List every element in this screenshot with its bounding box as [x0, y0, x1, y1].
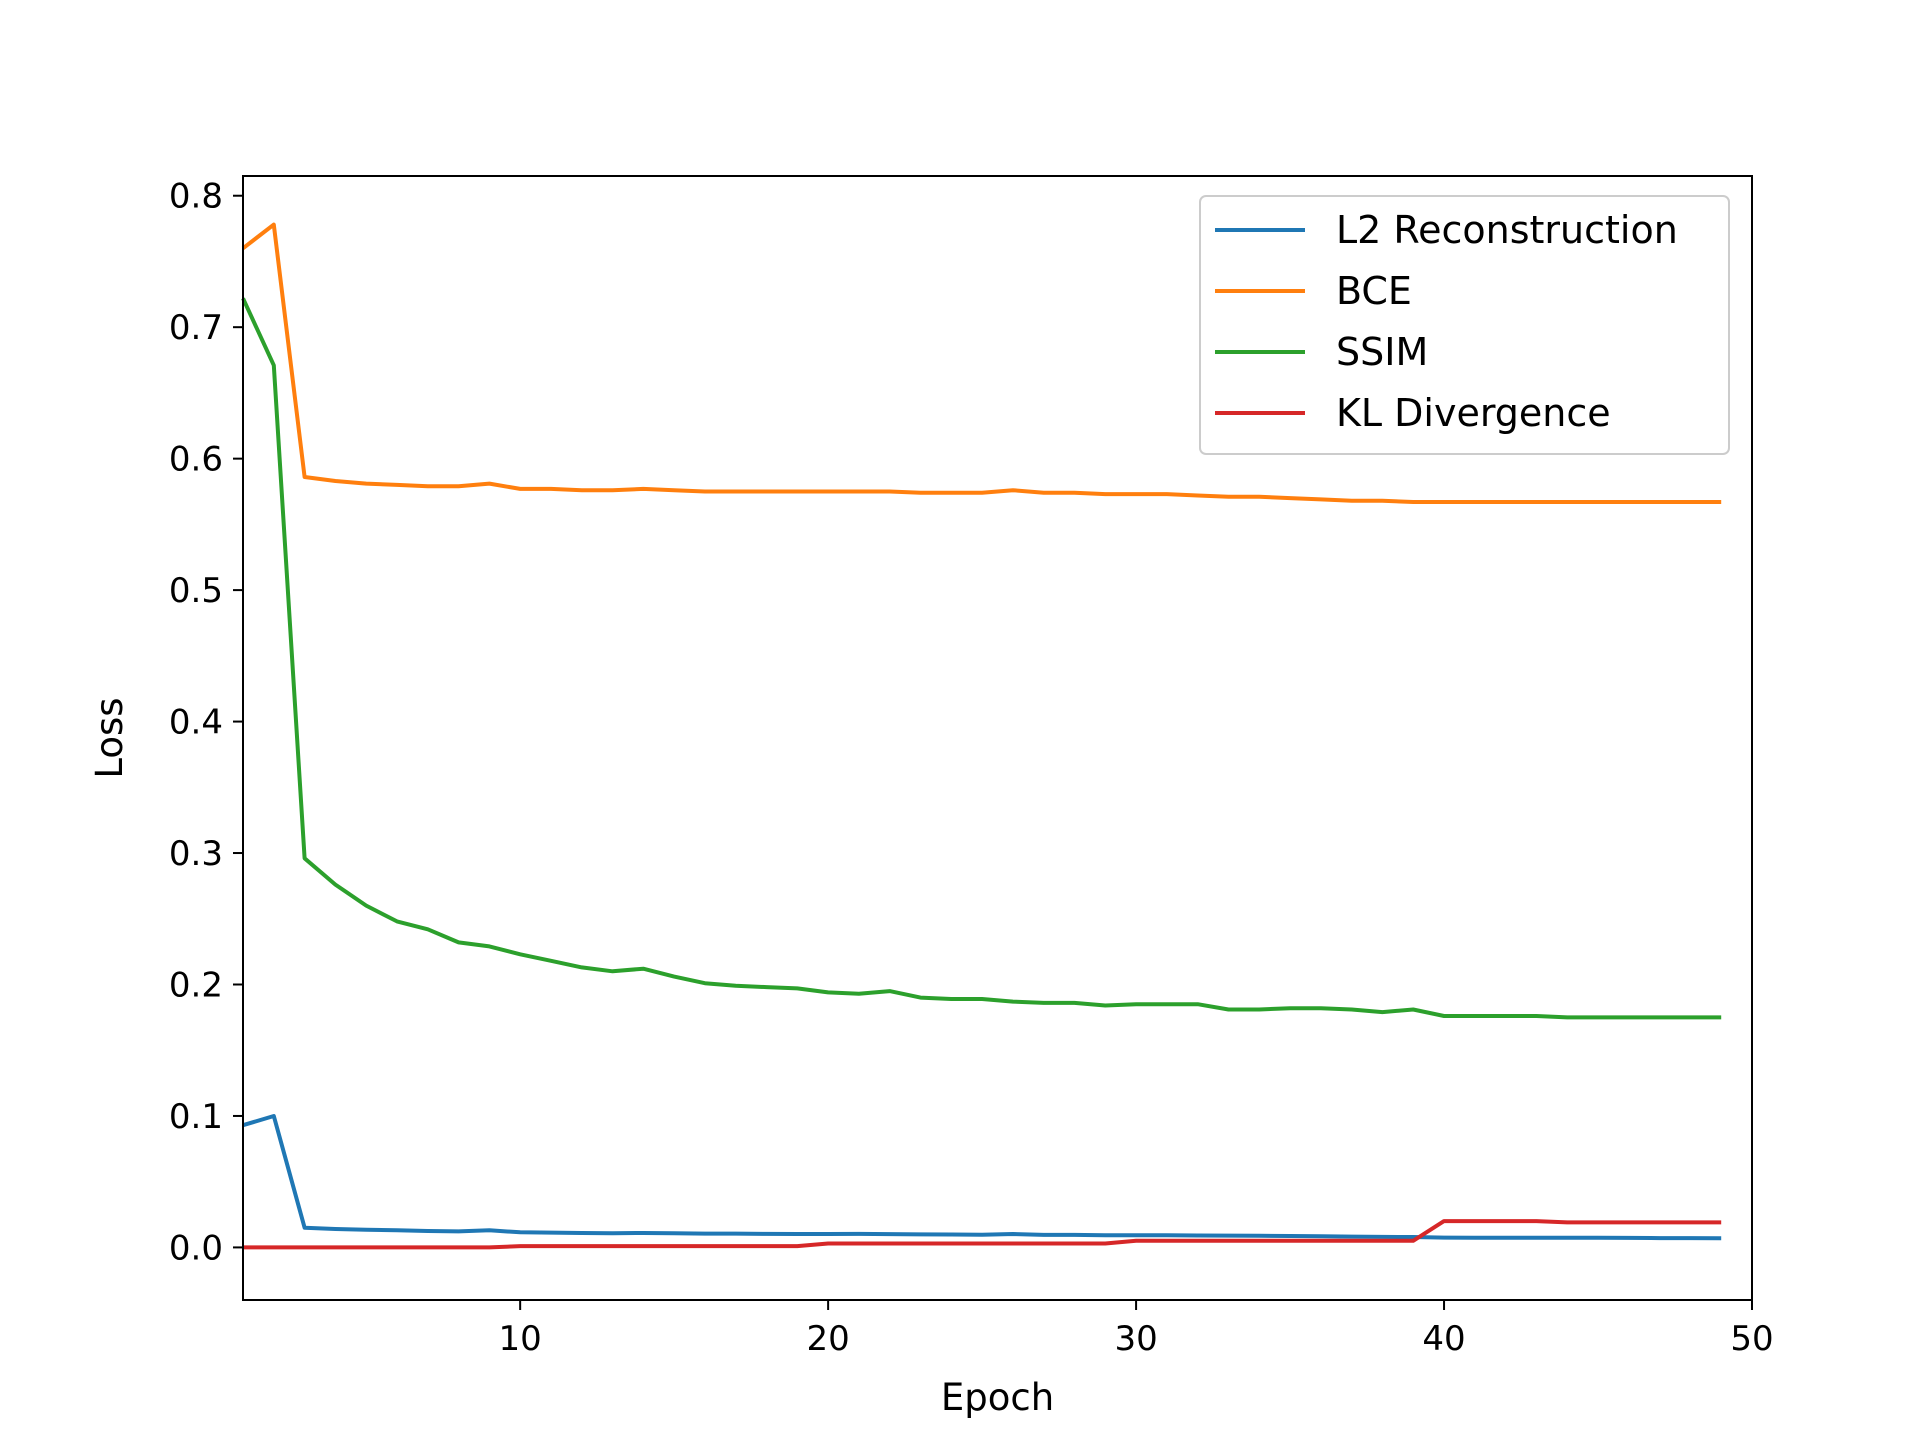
- x-tick-label: 20: [806, 1319, 849, 1359]
- y-tick-label: 0.8: [169, 177, 223, 217]
- x-tick-label: 50: [1730, 1319, 1773, 1359]
- y-tick-label: 0.5: [169, 571, 223, 611]
- series-line-2: [241, 222, 1722, 504]
- legend-label: SSIM: [1336, 330, 1428, 374]
- y-axis-ticks: 0.0 0.1 0.2 0.3 0.4 0.5 0.6 0.7 0.8: [169, 177, 243, 1268]
- series-lines: [241, 222, 1722, 1250]
- y-tick-label: 0.0: [169, 1228, 223, 1268]
- legend-label: KL Divergence: [1336, 391, 1611, 435]
- y-tick-label: 0.6: [169, 440, 223, 480]
- y-axis-label: Loss: [88, 697, 131, 778]
- y-tick-label: 0.4: [169, 703, 223, 743]
- x-axis-ticks: 10 20 30 40 50: [499, 1300, 1774, 1359]
- y-tick-label: 0.2: [169, 965, 223, 1005]
- series-line-1: [242, 1114, 1722, 1241]
- x-tick-label: 10: [499, 1319, 542, 1359]
- y-tick-label: 0.3: [169, 834, 223, 874]
- legend-label: L2 Reconstruction: [1336, 208, 1678, 252]
- y-tick-label: 0.7: [169, 308, 223, 348]
- legend: L2 Reconstruction BCE SSIM KL Divergence: [1199, 195, 1730, 455]
- x-axis-label: Epoch: [941, 1376, 1054, 1419]
- series-line-4: [243, 1219, 1722, 1250]
- series-line-3: [241, 297, 1722, 1020]
- x-tick-label: 40: [1422, 1319, 1465, 1359]
- legend-label: BCE: [1336, 269, 1412, 313]
- x-tick-label: 30: [1114, 1319, 1157, 1359]
- y-tick-label: 0.1: [169, 1097, 223, 1137]
- plot-frame: [242, 175, 1753, 1301]
- legend-box: [1199, 195, 1730, 455]
